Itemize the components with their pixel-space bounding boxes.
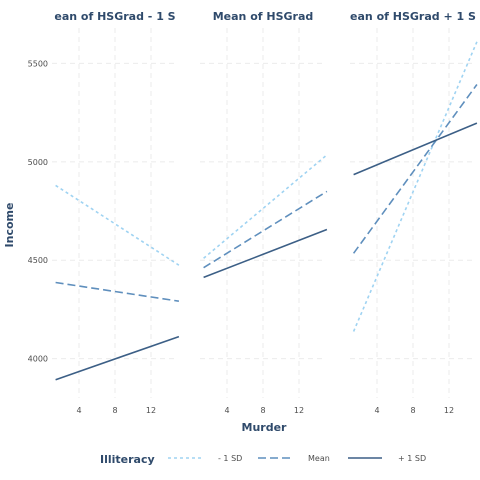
series-line-2 xyxy=(203,190,328,269)
x-tick-label: 8 xyxy=(260,406,265,415)
legend-title: Illiteracy xyxy=(100,453,155,466)
y-axis-title: Income xyxy=(3,203,16,248)
x-tick-label: 4 xyxy=(374,406,379,415)
x-tick-label: 4 xyxy=(224,406,229,415)
legend: Illiteracy - 1 SD Mean + 1 SD xyxy=(100,453,426,466)
x-axis-title: Murder xyxy=(242,421,288,434)
panel-title: Mean of HSGrad xyxy=(213,10,314,23)
legend-label-3: + 1 SD xyxy=(398,454,426,463)
series-line-3 xyxy=(353,122,478,176)
x-tick-label: 12 xyxy=(146,406,156,415)
y-axis: 4000 4500 5000 5500 xyxy=(28,59,48,363)
panel-2: Mean of HSGrad 4 8 12 xyxy=(200,10,328,415)
x-tick-label: 8 xyxy=(410,406,415,415)
series-line-3 xyxy=(203,228,328,279)
series-line-2 xyxy=(55,281,180,302)
panel-1: ean of HSGrad - 1 S 4 8 12 xyxy=(52,10,180,415)
y-tick-label: 5000 xyxy=(28,158,48,167)
y-tick-label: 5500 xyxy=(28,59,48,68)
x-tick-label: 12 xyxy=(294,406,304,415)
series-line-3 xyxy=(55,335,180,381)
y-tick-label: 4000 xyxy=(28,355,48,364)
x-tick-label: 8 xyxy=(112,406,117,415)
panels-layer: ean of HSGrad - 1 S 4 8 12 Mean of HSGrad 4 8 1… xyxy=(52,10,478,415)
series-line-1 xyxy=(55,184,180,266)
legend-label-2: Mean xyxy=(308,454,330,463)
panel-title: ean of HSGrad + 1 S xyxy=(350,10,476,23)
panel-3: ean of HSGrad + 1 S 4 8 12 xyxy=(350,10,478,415)
y-tick-label: 4500 xyxy=(28,256,48,265)
x-tick-label: 12 xyxy=(444,406,454,415)
panel-title: ean of HSGrad - 1 S xyxy=(54,10,175,23)
series-line-1 xyxy=(203,154,328,259)
series-line-2 xyxy=(352,84,478,254)
x-tick-label: 4 xyxy=(76,406,81,415)
series-line-1 xyxy=(352,41,478,332)
legend-label-1: - 1 SD xyxy=(218,454,242,463)
